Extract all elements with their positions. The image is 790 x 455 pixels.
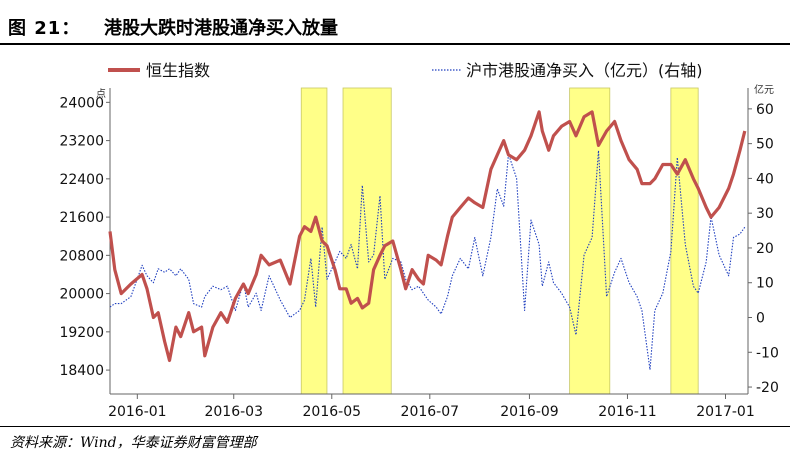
right-tick-label: 20 bbox=[756, 241, 774, 257]
figure-header: 图 21： 港股大跌时港股通净买入放量 bbox=[0, 0, 790, 45]
right-axis: -20 -10 0 10 20 30 40 50 60 亿元 bbox=[748, 83, 779, 396]
right-tick-label: -20 bbox=[756, 380, 779, 396]
title-rule bbox=[0, 43, 790, 45]
left-tick-label: 23200 bbox=[59, 134, 104, 150]
right-tick-label: 0 bbox=[756, 311, 765, 327]
figure-title: 港股大跌时港股通净买入放量 bbox=[104, 18, 338, 39]
series-layer bbox=[108, 110, 747, 371]
left-tick-label: 18400 bbox=[59, 363, 104, 379]
right-tick-label: 10 bbox=[756, 276, 774, 292]
left-tick-label: 22400 bbox=[59, 172, 104, 188]
right-tick-label: 30 bbox=[756, 206, 774, 222]
left-axis: 18400 19200 20000 20800 21600 22400 23200 24000… bbox=[59, 88, 110, 379]
x-tick-label: 2016-01 bbox=[108, 404, 167, 420]
x-tick-label: 2016-07 bbox=[401, 404, 460, 420]
x-axis: 2016-01 2016-03 2016-05 2016-07 2016-09 2016-… bbox=[108, 394, 755, 420]
chart: 18400 19200 20000 20800 21600 22400 23200 24000… bbox=[59, 61, 779, 420]
figure-label: 图 21： bbox=[8, 18, 81, 39]
legend: 恒生指数 沪市港股通净买入（亿元）(右轴) bbox=[108, 61, 703, 80]
left-tick-label: 24000 bbox=[59, 95, 104, 111]
right-tick-label: 40 bbox=[756, 171, 774, 187]
highlight-band bbox=[670, 87, 699, 395]
series-line-left bbox=[108, 110, 747, 363]
right-tick-label: -10 bbox=[756, 345, 779, 361]
x-tick-label: 2016-03 bbox=[204, 404, 263, 420]
right-unit-label: 亿元 bbox=[754, 83, 774, 96]
right-tick-label: 50 bbox=[756, 137, 774, 153]
left-tick-label: 20800 bbox=[59, 248, 104, 264]
x-tick-label: 2016-05 bbox=[303, 404, 362, 420]
x-tick-label: 2016-11 bbox=[598, 404, 657, 420]
x-tick-label: 2016-09 bbox=[500, 404, 559, 420]
left-tick-label: 20000 bbox=[59, 287, 104, 303]
left-unit-label: 点 bbox=[96, 88, 106, 100]
left-tick-label: 21600 bbox=[59, 210, 104, 226]
legend-label-left: 恒生指数 bbox=[146, 61, 210, 80]
bottom-rule bbox=[0, 426, 790, 427]
series-line-right bbox=[109, 150, 746, 371]
legend-label-right: 沪市港股通净买入（亿元）(右轴) bbox=[466, 61, 703, 80]
source-note: 资料来源：Wind，华泰证券财富管理部 bbox=[10, 435, 257, 451]
x-tick-label: 2017-01 bbox=[696, 404, 755, 420]
left-tick-label: 19200 bbox=[59, 325, 104, 341]
right-tick-label: 60 bbox=[756, 102, 774, 118]
